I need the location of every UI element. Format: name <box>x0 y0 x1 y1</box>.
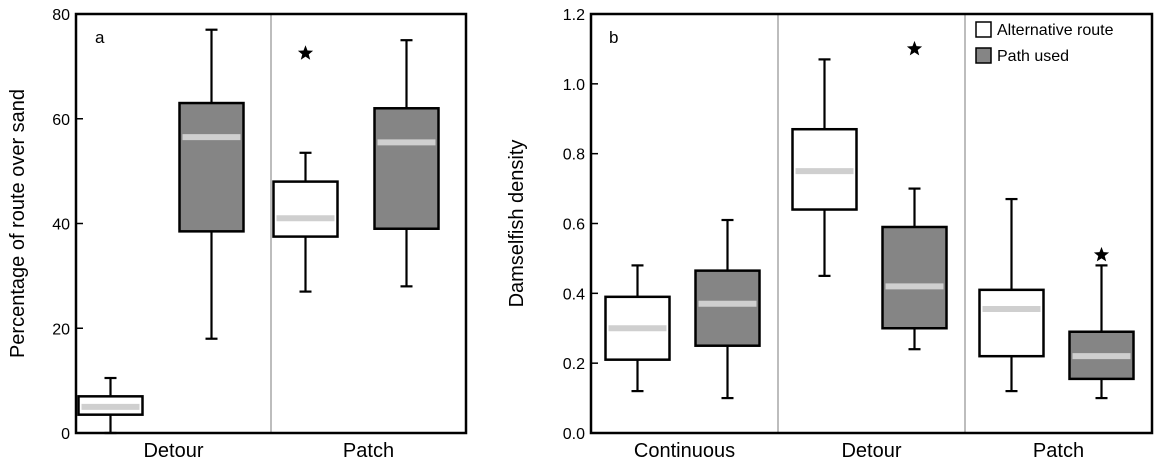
legend-label-alternative: Alternative route <box>997 22 1114 39</box>
outlier-star <box>1093 246 1110 262</box>
box-path-detour <box>178 28 245 340</box>
box-path-continuous <box>694 218 761 400</box>
box-path-patch <box>373 39 440 288</box>
box-iqr <box>978 288 1045 358</box>
y-tick-label: 1.2 <box>563 7 585 24</box>
plot-frame <box>589 12 1154 435</box>
panel-label: b <box>609 28 618 47</box>
category-label: Detour <box>841 440 901 461</box>
outlier-star <box>297 45 314 60</box>
legend-label-path: Path used <box>997 48 1069 65</box>
y-tick-label: 1.0 <box>563 77 585 94</box>
y-tick-label: 0.6 <box>563 217 585 234</box>
y-tick-label: 0.2 <box>563 356 585 373</box>
legend-swatch-path <box>975 47 992 64</box>
legend-swatch-alternative <box>975 21 992 38</box>
box-alternative-patch <box>978 197 1045 393</box>
box-iqr <box>373 107 440 230</box>
y-tick-label: 0.8 <box>563 147 585 164</box>
box-iqr <box>272 180 339 238</box>
y-tick-label: 60 <box>52 112 70 129</box>
box-iqr <box>881 225 948 330</box>
category-label: Patch <box>343 440 394 461</box>
y-tick-label: 0.0 <box>563 426 585 443</box>
panel-label: a <box>95 28 105 47</box>
box-path-patch <box>1068 246 1135 400</box>
y-tick-label: 0 <box>61 426 70 443</box>
outlier-star <box>906 40 923 56</box>
y-tick-label: 20 <box>52 321 70 338</box>
box-alternative-detour <box>77 376 144 435</box>
y-tick-label: 80 <box>52 7 70 24</box>
box-alternative-patch <box>272 45 339 293</box>
box-path-detour <box>881 40 948 351</box>
box-alternative-continuous <box>604 264 671 393</box>
box-iqr <box>694 269 761 347</box>
plot-frame <box>74 12 468 435</box>
y-axis-title: Damselfish density <box>506 140 528 308</box>
category-label: Detour <box>143 440 203 461</box>
category-label: Continuous <box>634 440 735 461</box>
box-iqr <box>178 101 245 233</box>
y-tick-label: 0.4 <box>563 286 585 303</box>
y-tick-label: 40 <box>52 217 70 234</box>
y-axis-title: Percentage of route over sand <box>7 89 29 358</box>
category-label: Patch <box>1033 440 1084 461</box>
box-alternative-detour <box>791 58 858 277</box>
